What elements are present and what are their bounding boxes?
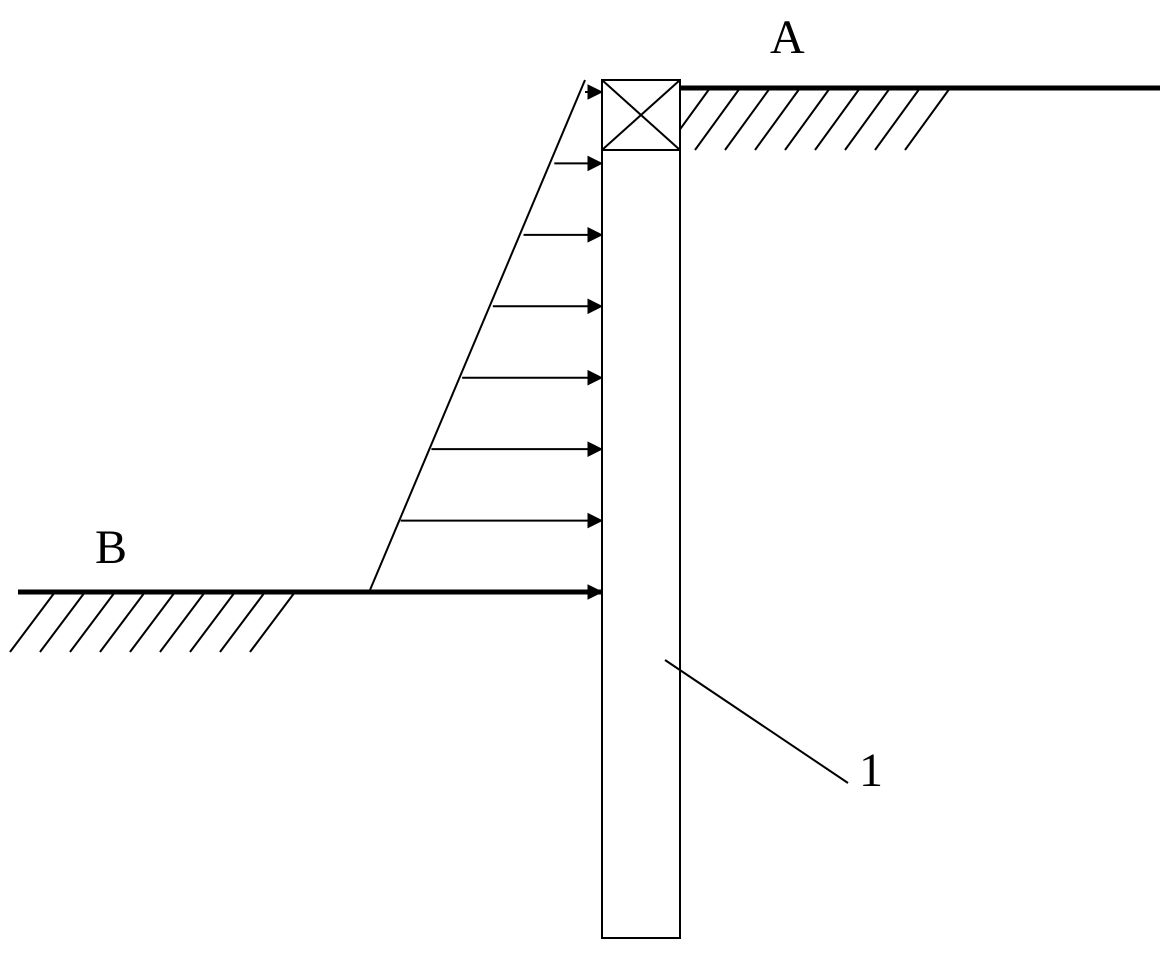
diagram-canvas: A B 1 [0, 0, 1174, 963]
label-a: A [770, 10, 805, 65]
label-1: 1 [859, 743, 883, 798]
label-b: B [95, 520, 127, 575]
diagram-svg [0, 0, 1174, 963]
